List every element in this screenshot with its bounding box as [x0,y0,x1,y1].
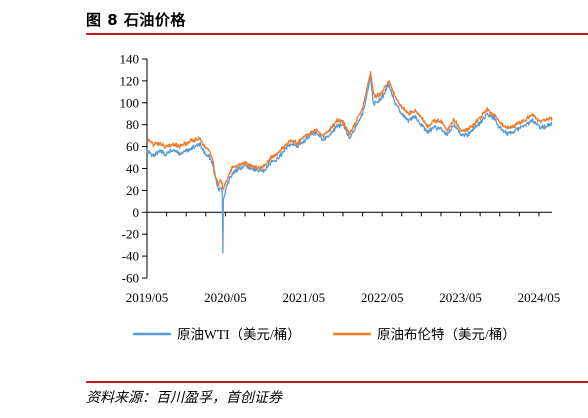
y-tick-label: 120 [120,73,140,88]
legend-label: 原油布伦特（美元/桶） [377,327,516,342]
chart-legend: 原油WTI（美元/桶） 原油布伦特（美元/桶） [133,327,516,342]
x-tick-label: 2022/05 [361,290,404,305]
figure-title: 图 8 石油价格 [86,11,186,29]
y-tick-label: 140 [120,52,140,67]
y-tick-label: -60 [122,271,139,286]
x-tick-label: 2020/05 [204,290,247,305]
x-tick-label: 2021/05 [282,290,325,305]
data-source-note: 资料来源：百川盈孚，首创证券 [86,390,282,406]
legend-label: 原油WTI（美元/桶） [177,327,301,342]
series-line-wti [146,75,553,254]
legend-item-wti: 原油WTI（美元/桶） [133,327,301,342]
y-tick-label: 100 [120,95,140,110]
x-tick-label: 2023/05 [439,290,482,305]
y-tick-label: 80 [126,117,139,132]
x-tick-label: 2024/05 [518,290,561,305]
chart-axes: -60 -40 -20 0 20 40 60 80 100 120 140 2019/05 2020/0… [120,52,561,306]
y-tick-label: 40 [126,161,139,176]
y-tick-label: 20 [126,183,139,198]
title-divider [86,33,588,35]
series-line-brent [146,70,553,190]
x-tick-label: 2019/05 [126,290,169,305]
y-tick-label: -20 [122,227,139,242]
legend-item-brent: 原油布伦特（美元/桶） [333,327,516,342]
y-tick-label: -40 [122,249,139,264]
source-divider [86,381,588,383]
y-tick-label: 60 [126,139,139,154]
y-tick-label: 0 [133,205,140,220]
chart-series [146,70,553,254]
